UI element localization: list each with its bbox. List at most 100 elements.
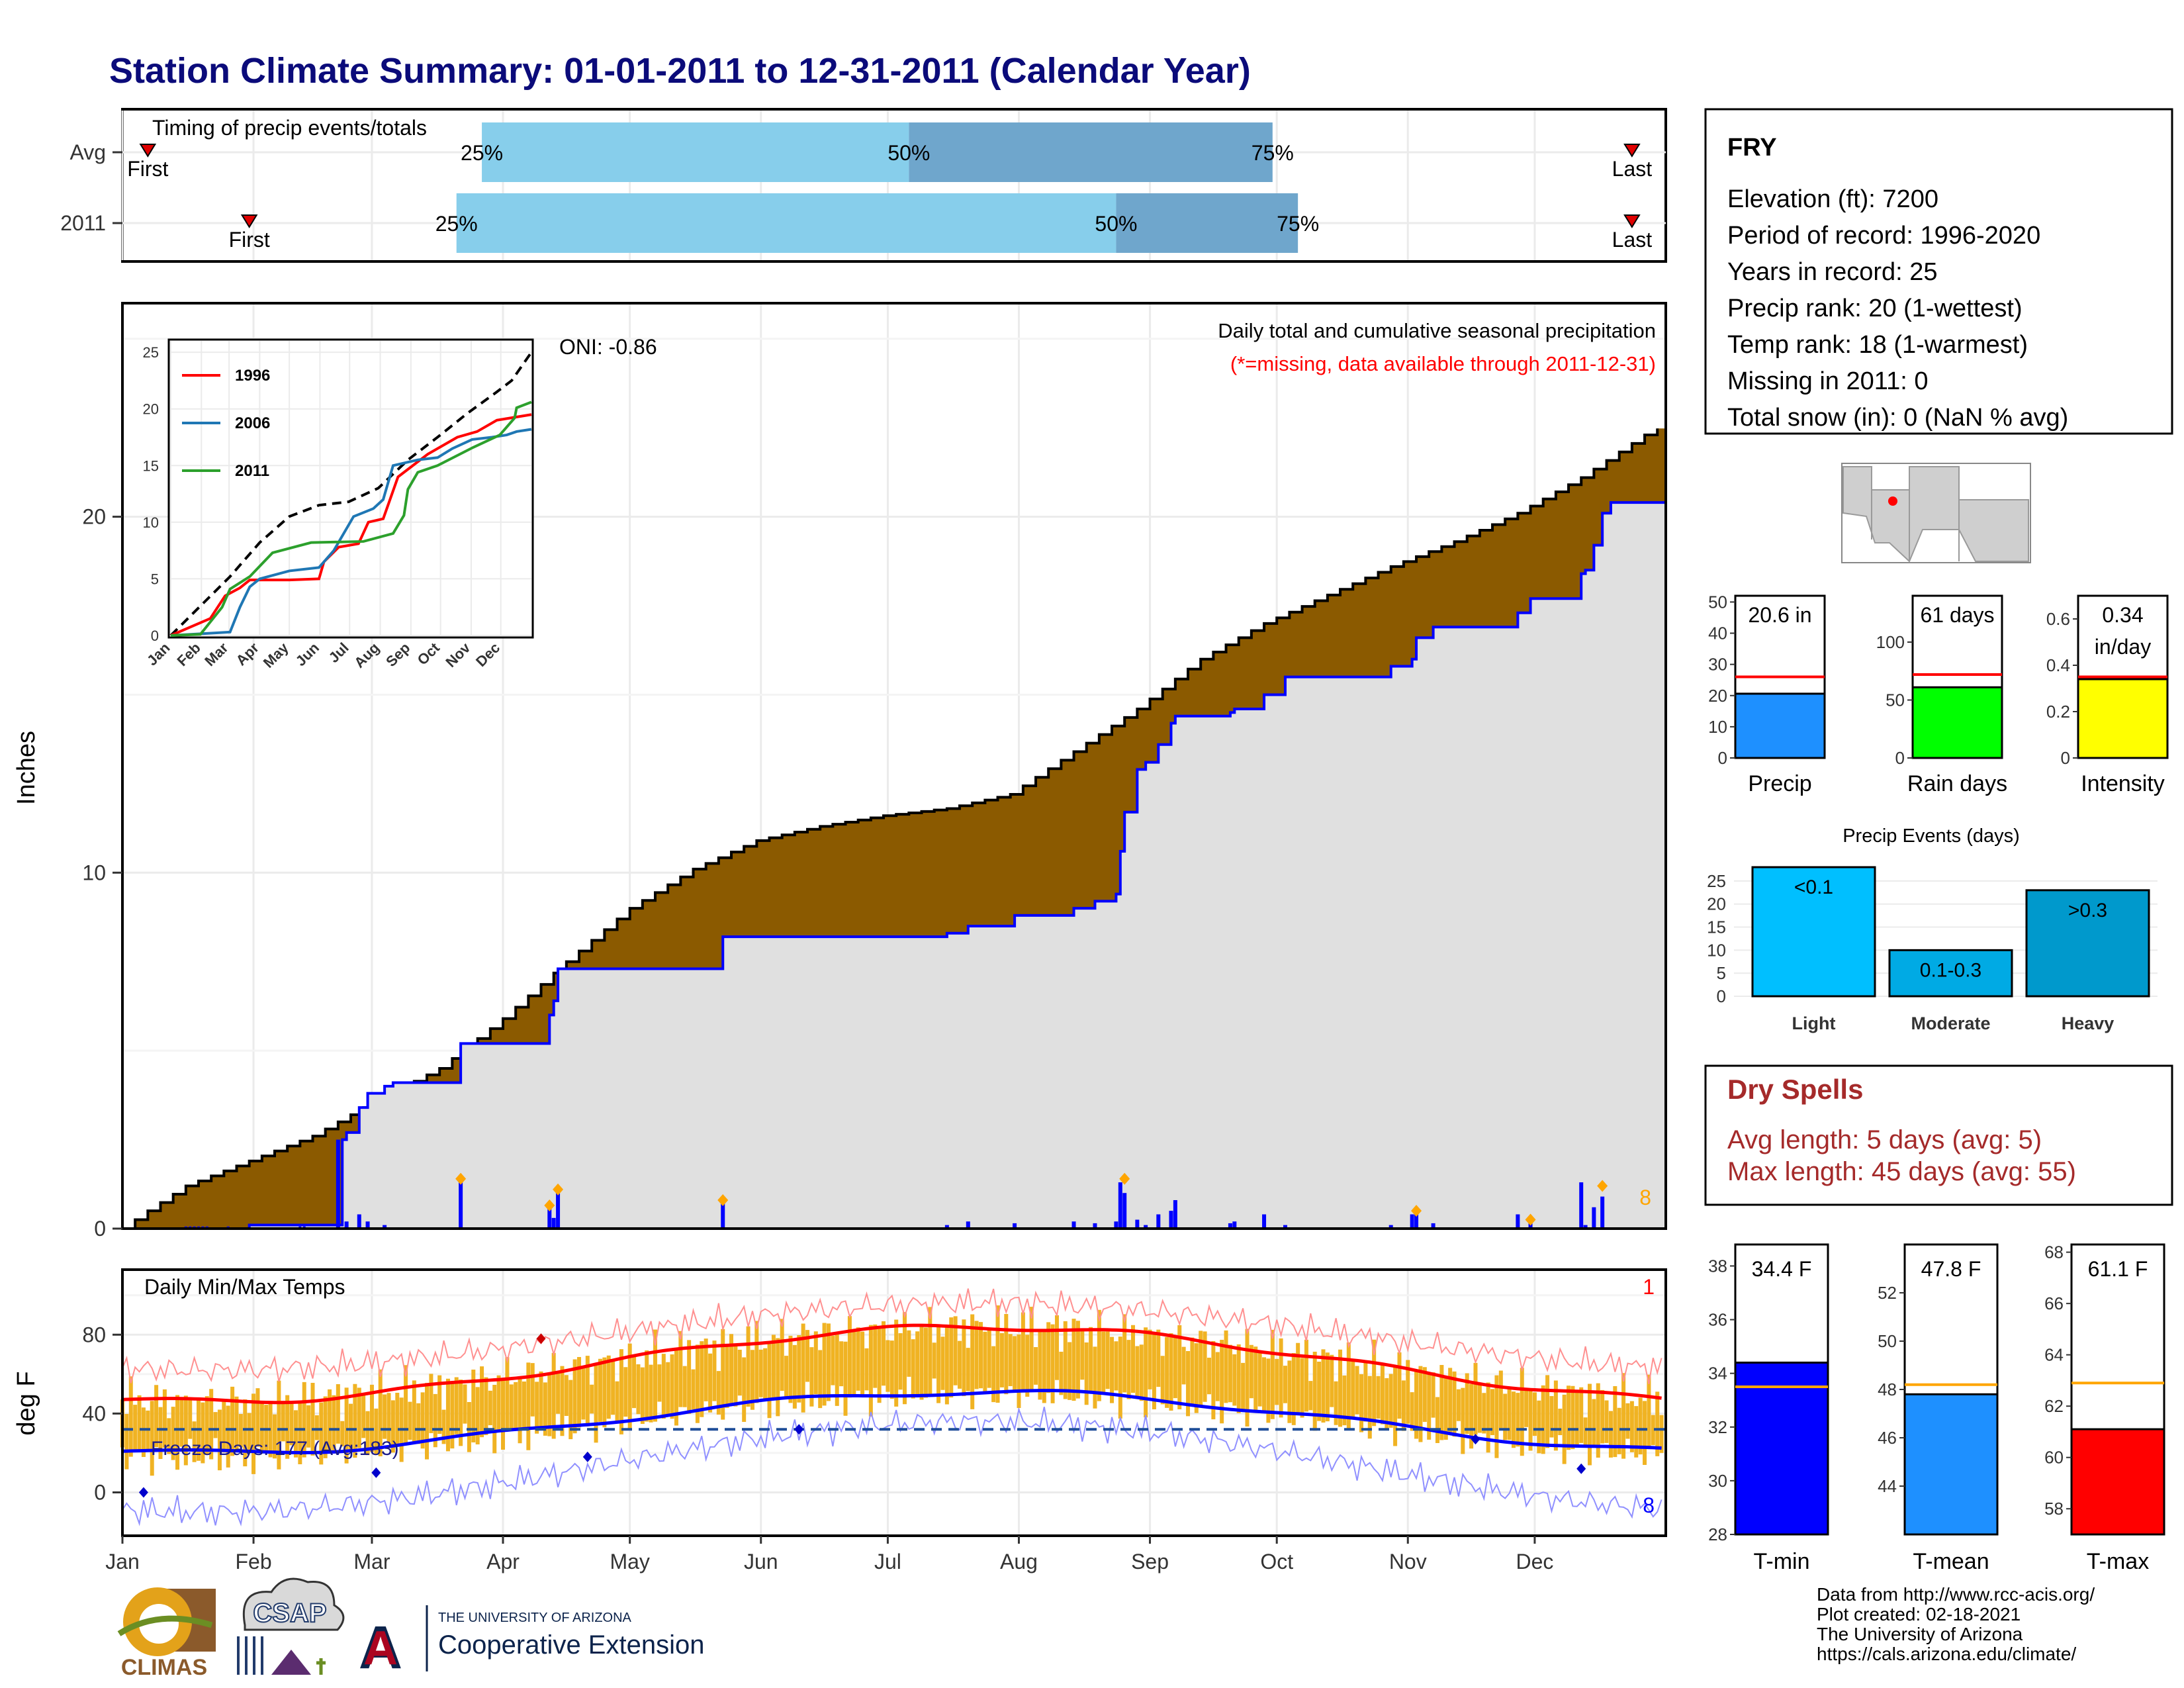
climas-wordmark: CLIMAS bbox=[121, 1655, 207, 1680]
region-map-shape bbox=[1843, 466, 2029, 563]
daily-precip-bar bbox=[1071, 1221, 1076, 1229]
month-tick-mar: Mar bbox=[353, 1550, 390, 1573]
events-x-tick-label: Moderate bbox=[1911, 1013, 1990, 1033]
cactus-icon bbox=[316, 1658, 326, 1675]
station-frame bbox=[1704, 108, 2173, 435]
minibar-intensity bbox=[2077, 678, 2169, 759]
station-years: Years in record: 25 bbox=[1727, 258, 1938, 286]
daily-precip-bar bbox=[721, 1203, 725, 1229]
temp-summary-bars: 28 30 32 34 36 38 34.4 F T-min 44 46 48 50 52 47.8 F T… bbox=[1708, 1243, 2165, 1574]
timing-row-label: 2011 bbox=[60, 211, 106, 235]
events-y-tick-label: 20 bbox=[1707, 894, 1726, 914]
month-tick-feb: Feb bbox=[235, 1550, 271, 1573]
timing-first-label: First bbox=[229, 228, 270, 252]
station-snow: Total snow (in): 0 (NaN % avg) bbox=[1727, 404, 2068, 432]
events-bar-value-label: <0.1 bbox=[1794, 876, 1833, 898]
ua-block-a-icon: A bbox=[359, 1614, 402, 1681]
daily-precip-bar bbox=[551, 1217, 556, 1229]
tbar-axis-label: T-mean bbox=[1913, 1549, 1989, 1574]
tbar-value-label: 47.8 F bbox=[1921, 1257, 1981, 1281]
daily-precip-bar bbox=[1156, 1214, 1161, 1229]
tbar-tick-label: 32 bbox=[1708, 1417, 1727, 1437]
record-low-marker bbox=[582, 1451, 592, 1462]
timing-last-label: Last bbox=[1612, 228, 1653, 252]
minibar-tick-label: 10 bbox=[1708, 717, 1727, 737]
summary-bars: 0 10 20 30 40 50 20.6 in Precip 0 50 100 61 days Rai… bbox=[1708, 592, 2169, 796]
minibar-axis-label: Rain days bbox=[1907, 771, 2007, 796]
inset-series-line-2006 bbox=[170, 428, 532, 637]
events-y-tick-label: 0 bbox=[1717, 986, 1726, 1006]
ua-small-text: THE UNIVERSITY OF ARIZONA bbox=[438, 1611, 632, 1625]
tbar-t-max bbox=[2070, 1428, 2165, 1536]
minibar-rain-days bbox=[1911, 686, 2003, 759]
station-location-dot bbox=[1888, 496, 1897, 506]
minibar-tick-label: 0.6 bbox=[2046, 609, 2070, 629]
figure-title: Station Climate Summary: 01-01-2011 to 1… bbox=[109, 51, 1251, 91]
precip-y-tick-label: 20 bbox=[82, 505, 106, 529]
inset-y-tick-label: 20 bbox=[143, 401, 159, 418]
minibar-tick-label: 0 bbox=[2061, 748, 2070, 768]
credit-plot-created: Plot created: 02-18-2021 bbox=[1817, 1604, 2021, 1624]
daily-precip-bar bbox=[1232, 1221, 1237, 1229]
minibar-tick-label: 30 bbox=[1708, 655, 1727, 675]
missing-note: (*=missing, data available through 2011-… bbox=[1230, 352, 1656, 375]
month-tick-oct: Oct bbox=[1260, 1550, 1293, 1573]
dry-spells-frame bbox=[1704, 1064, 2173, 1206]
inset-frame bbox=[167, 338, 534, 639]
tbar-tick-label: 34 bbox=[1708, 1364, 1727, 1383]
dry-spells-max: Max length: 45 days (avg: 55) bbox=[1727, 1157, 2076, 1186]
daily-precip-bar bbox=[1013, 1223, 1017, 1229]
inset-y-tick-label: 0 bbox=[151, 628, 159, 644]
daily-precip-bar bbox=[1093, 1223, 1097, 1229]
timing-first-marker bbox=[240, 214, 258, 228]
minibar-tick-label: 20 bbox=[1708, 686, 1727, 706]
daily-precip-bar bbox=[1414, 1207, 1419, 1229]
temp-panel: 0 40 80 deg F Daily Min/Max Temps 1 8 Free… bbox=[13, 1268, 1667, 1537]
daily-precip-bar bbox=[1283, 1225, 1287, 1229]
daily-precip-bar bbox=[1388, 1225, 1393, 1229]
csap-logo: CSAP bbox=[237, 1577, 345, 1675]
timing-panel: 25% 50% 75% First Last Avg 25% 50% 75% First Last 2… bbox=[60, 108, 1667, 263]
timing-last-marker bbox=[1623, 214, 1641, 228]
avg-max-line bbox=[122, 1323, 1662, 1405]
heavy-precip-marker bbox=[1411, 1205, 1422, 1217]
tbar-axis-label: T-max bbox=[2087, 1549, 2149, 1574]
tbar-tick-label: 30 bbox=[1708, 1471, 1727, 1491]
events-bar-value-label: 0.1-0.3 bbox=[1920, 959, 1981, 981]
events-x-tick-label: Light bbox=[1792, 1013, 1836, 1033]
inset-legend-label: 1996 bbox=[235, 367, 270, 385]
tbar-tick-label: 62 bbox=[2044, 1396, 2064, 1416]
events-bar-value-label: >0.3 bbox=[2068, 900, 2107, 921]
precip-y-axis-label: Inches bbox=[13, 731, 40, 805]
daily-precip-bar bbox=[1410, 1214, 1414, 1229]
daily-precip-bar bbox=[1592, 1207, 1596, 1229]
tbar-tick-label: 64 bbox=[2044, 1345, 2064, 1365]
minibar-precip bbox=[1734, 692, 1826, 759]
timing-p75-label: 75% bbox=[1251, 141, 1294, 165]
station-precip-rank: Precip rank: 20 (1-wettest) bbox=[1727, 295, 2023, 322]
dry-spells-avg: Avg length: 5 days (avg: 5) bbox=[1727, 1125, 2042, 1154]
tbar-tick-label: 60 bbox=[2044, 1448, 2064, 1468]
timing-p50-label: 50% bbox=[1095, 212, 1137, 236]
climas-ring bbox=[139, 1604, 179, 1644]
timing-p50-label: 50% bbox=[887, 141, 930, 165]
dry-spells-box: Dry Spells Avg length: 5 days (avg: 5) M… bbox=[1704, 1064, 2173, 1206]
heavy-precip-marker bbox=[1525, 1213, 1536, 1226]
tbar-value-label: 61.1 F bbox=[2088, 1257, 2148, 1281]
daily-precip-bar bbox=[344, 1221, 349, 1229]
daily-precip-bar bbox=[1228, 1223, 1232, 1229]
daily-precip-bar bbox=[1583, 1225, 1588, 1229]
observed-cumulative-area bbox=[122, 495, 1666, 1229]
temp-frame bbox=[121, 1268, 1667, 1537]
tbar-tick-label: 46 bbox=[1878, 1428, 1897, 1448]
record-max-line bbox=[122, 1288, 1662, 1384]
timing-last-label: Last bbox=[1612, 157, 1653, 181]
dry-spells-title: Dry Spells bbox=[1727, 1074, 1863, 1105]
tbar-tick-label: 28 bbox=[1708, 1524, 1727, 1544]
daily-precip-bar bbox=[547, 1207, 552, 1229]
tbar-tick-label: 38 bbox=[1708, 1256, 1727, 1276]
temp-title: Daily Min/Max Temps bbox=[144, 1275, 345, 1299]
record-low-marker bbox=[1471, 1434, 1480, 1445]
oni-label: ONI: -0.86 bbox=[559, 335, 657, 359]
